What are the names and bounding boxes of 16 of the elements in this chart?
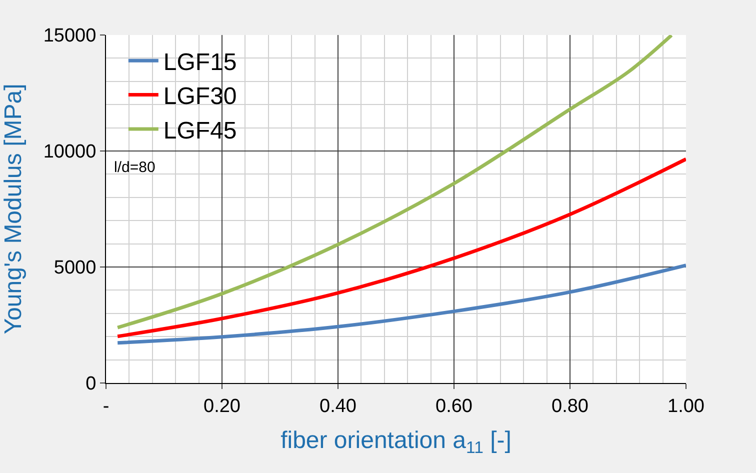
- line-series: [116, 264, 686, 345]
- y-tick-label: 5000: [54, 258, 96, 279]
- x-tick-label: 0.20: [204, 396, 240, 417]
- x-tick-label: -: [102, 396, 110, 417]
- x-axis-title: fiber orientation a$_{11}$ [-]: [280, 427, 512, 458]
- y-tick-label: 0: [86, 374, 96, 395]
- x-tick-label: 1.00: [668, 396, 704, 417]
- y-tick-label: 10000: [43, 142, 96, 163]
- x-tick-label: 0.80: [552, 396, 588, 417]
- x-tick-label: 0.40: [320, 396, 356, 417]
- line-series: [116, 35, 674, 330]
- annotation: l/d=80: [114, 159, 156, 176]
- line-series: [116, 157, 686, 338]
- y-axis-title: Young's Modulus [MPa]: [0, 84, 27, 334]
- x-tick-label: 0.60: [436, 396, 472, 417]
- y-tick-label: 15000: [43, 26, 96, 47]
